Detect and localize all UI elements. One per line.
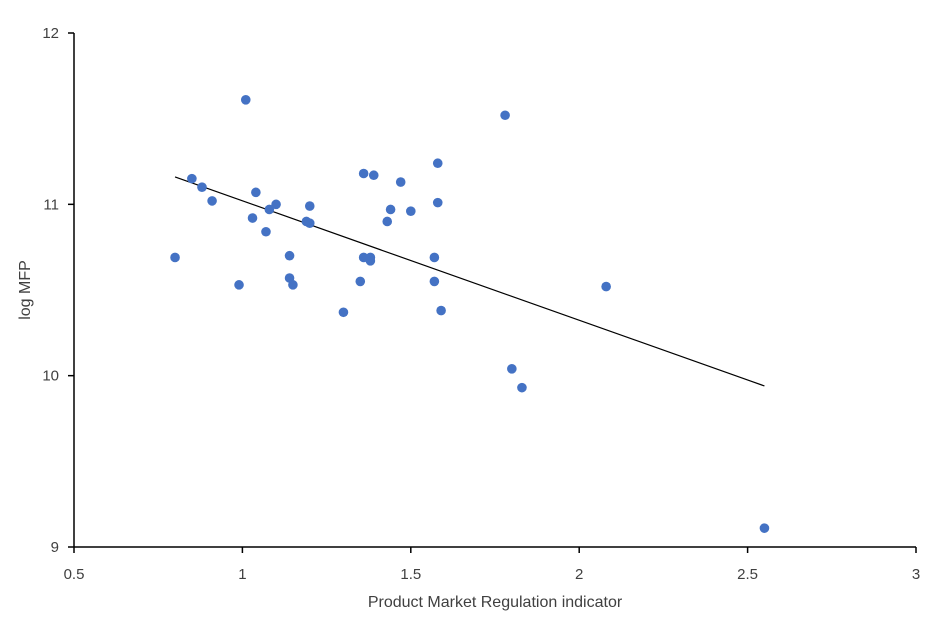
- data-point: [288, 280, 298, 290]
- y-tick-label: 9: [51, 539, 59, 556]
- data-point: [247, 213, 258, 223]
- data-point: [500, 110, 510, 121]
- data-point: [517, 382, 527, 393]
- data-point: [355, 276, 366, 287]
- data-point: [432, 158, 443, 169]
- data-point: [240, 95, 251, 105]
- data-point: [432, 197, 443, 208]
- data-points: [170, 95, 770, 533]
- x-axis-title: Product Market Regulation indicator: [368, 594, 623, 611]
- data-point: [507, 364, 517, 374]
- trendline: [174, 176, 765, 387]
- data-point: [406, 206, 416, 216]
- trendline-group: [174, 176, 765, 387]
- data-point: [382, 216, 393, 227]
- x-tick-label: 3: [912, 566, 920, 583]
- data-point: [395, 177, 406, 187]
- y-axis-title: log MFP: [17, 260, 34, 320]
- data-point: [197, 182, 207, 192]
- y-tick-label: 12: [42, 25, 59, 42]
- data-point: [304, 201, 315, 211]
- x-tick-label: 0.5: [64, 566, 85, 583]
- x-tick-labels: 0.5 1 1.5 2 2.5 3: [64, 566, 921, 583]
- data-point: [338, 307, 349, 318]
- data-point: [365, 256, 376, 266]
- data-point: [271, 199, 281, 210]
- x-tick-label: 1: [238, 566, 246, 583]
- data-point: [261, 226, 271, 237]
- data-point: [284, 250, 295, 261]
- data-point: [429, 252, 440, 263]
- data-point: [429, 276, 440, 287]
- data-point: [385, 204, 396, 215]
- y-tick-label: 10: [42, 368, 59, 385]
- data-point: [170, 252, 180, 263]
- data-point: [187, 173, 197, 184]
- data-point: [264, 204, 275, 215]
- x-tick-label: 1.5: [400, 566, 421, 583]
- data-point: [759, 523, 770, 533]
- data-point: [436, 305, 446, 316]
- x-tick-label: 2.5: [737, 566, 758, 583]
- data-point: [601, 281, 611, 292]
- data-point: [234, 280, 244, 290]
- data-point: [304, 218, 315, 228]
- y-tick-label: 11: [43, 196, 59, 213]
- data-point: [358, 168, 369, 179]
- data-point: [368, 170, 379, 181]
- data-point: [251, 187, 261, 198]
- axes: [68, 32, 917, 553]
- y-tick-labels: 9 10 11 12: [42, 25, 59, 556]
- x-tick-label: 2: [575, 566, 583, 583]
- data-point: [207, 196, 217, 206]
